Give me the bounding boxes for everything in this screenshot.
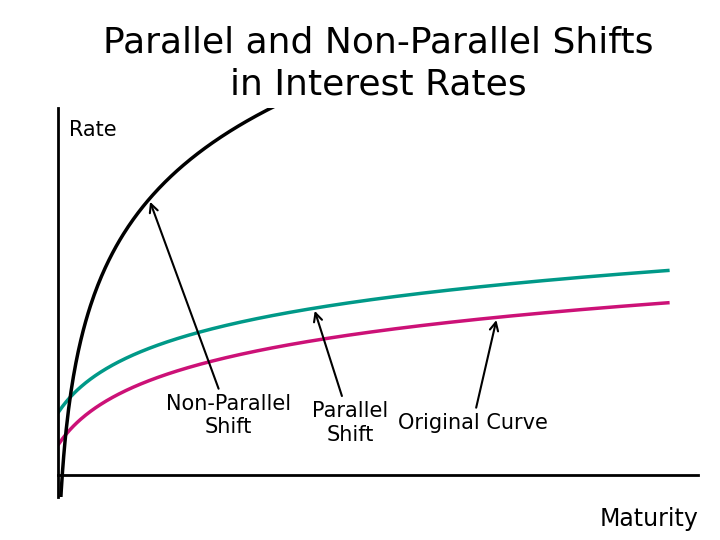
- Text: Maturity: Maturity: [600, 507, 698, 531]
- Text: Original Curve: Original Curve: [397, 322, 547, 433]
- Title: Parallel and Non-Parallel Shifts
in Interest Rates: Parallel and Non-Parallel Shifts in Inte…: [103, 25, 653, 101]
- Text: Rate: Rate: [68, 120, 116, 140]
- Text: Non-Parallel
Shift: Non-Parallel Shift: [150, 204, 291, 437]
- Text: Parallel
Shift: Parallel Shift: [312, 313, 389, 444]
